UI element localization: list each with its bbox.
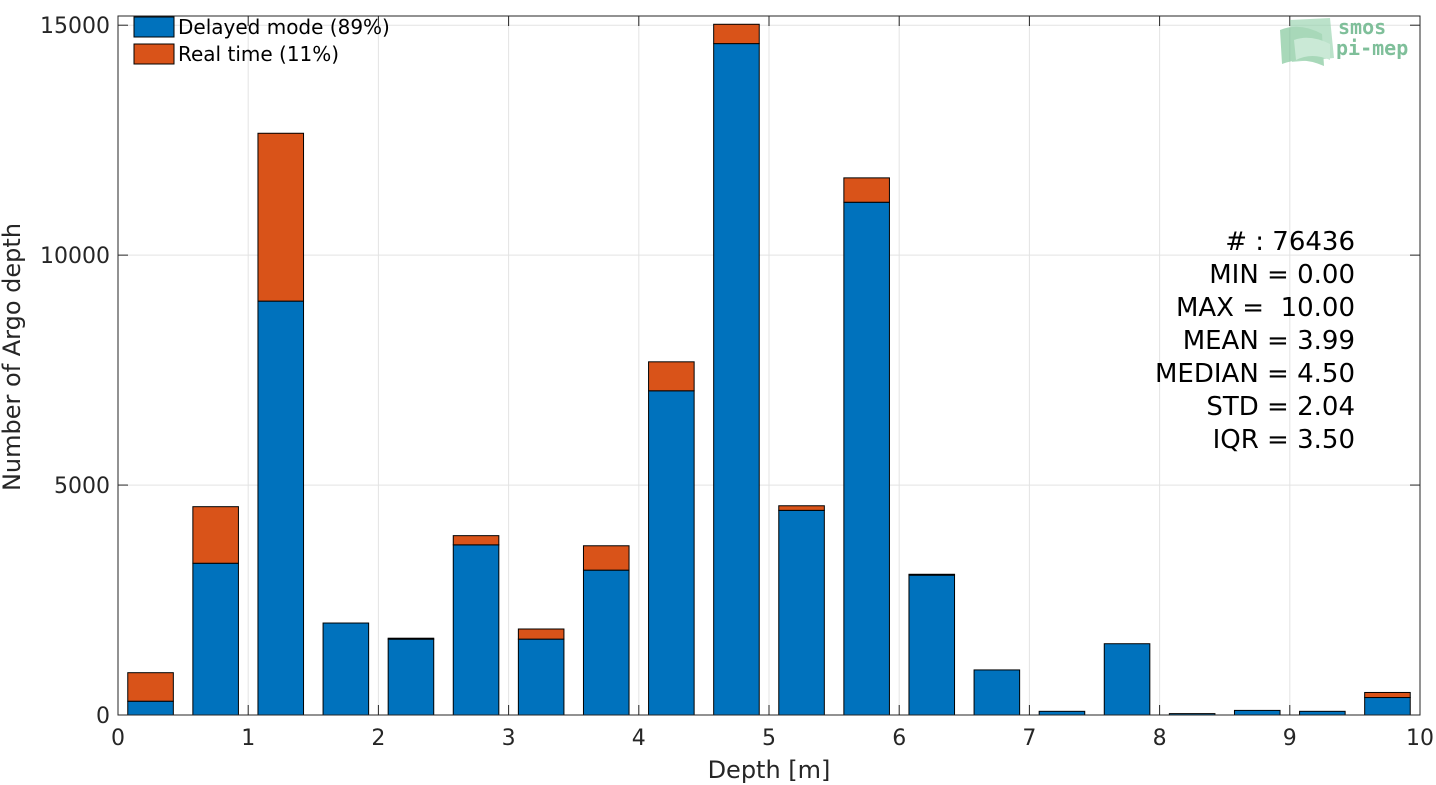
logo-text-line1: smos [1338,15,1386,39]
axis-ticks: 0 1 2 3 4 5 6 7 8 9 10 0 5000 10000 15000 [40,14,1434,751]
bar-delayed-mode [1038,710,1086,716]
bar-real-time [517,628,565,640]
y-tick-label: 10000 [40,244,110,269]
bar-delayed-mode [908,574,956,716]
statistics-annotation: # : 76436 MIN = 0.00 MAX = 10.00 MEAN = … [1155,227,1355,455]
legend-label-realtime: Real time (11%) [178,42,339,66]
bar-real-time [387,637,435,640]
bar-real-time [1364,691,1411,699]
bar-delayed-mode [648,390,695,716]
bar-real-time [648,361,695,392]
x-tick-label: 6 [892,726,906,751]
legend-label-delayed: Delayed mode (89%) [178,15,390,39]
bar-delayed-mode [192,562,239,716]
grid-lines [118,16,1420,715]
x-tick-label: 8 [1153,726,1167,751]
legend-swatch-delayed [133,16,175,38]
bar-real-time [843,177,890,203]
x-tick-label: 10 [1406,726,1434,751]
bar-delayed-mode [257,300,305,716]
stat-mean: MEAN = 3.99 [1183,326,1355,356]
stat-iqr: IQR = 3.50 [1213,425,1355,455]
bar-real-time [452,535,500,546]
legend: Delayed mode (89%) Real time (11%) [133,15,390,66]
bar-real-time [192,506,239,564]
logo-wave-icon [1280,18,1334,66]
bar-delayed-mode [387,638,435,716]
x-tick-label: 9 [1283,726,1297,751]
bar-real-time [908,573,956,576]
y-axis-label: Number of Argo depth [0,223,26,491]
bar-delayed-mode [973,669,1021,716]
bar-delayed-mode [1364,697,1411,716]
stat-min: MIN = 0.00 [1209,260,1355,290]
bar-delayed-mode [713,43,760,716]
bar-delayed-mode [843,201,890,716]
bar-real-time [778,505,825,511]
x-tick-label: 4 [632,726,646,751]
x-tick-label: 0 [111,726,125,751]
bars-group [127,23,1411,716]
smos-pimep-logo: smos pi-mep [1280,15,1408,66]
logo-text-line2: pi-mep [1336,36,1408,60]
y-tick-label: 5000 [54,474,110,499]
bar-real-time [127,672,174,702]
bar-delayed-mode [582,569,630,716]
y-tick-label: 0 [96,704,110,729]
bar-real-time [257,132,305,302]
x-tick-label: 7 [1022,726,1036,751]
x-tick-label: 5 [762,726,776,751]
bar-delayed-mode [778,509,825,716]
legend-swatch-realtime [133,43,175,65]
stat-median: MEDIAN = 4.50 [1155,359,1355,389]
x-axis-label: Depth [m] [708,756,831,784]
bar-delayed-mode [452,544,500,716]
bar-delayed-mode [1233,709,1281,716]
x-tick-label: 1 [241,726,255,751]
stat-count: # : 76436 [1225,227,1355,257]
bar-real-time [582,545,630,571]
bar-delayed-mode [1103,643,1151,716]
stat-max: MAX = 10.00 [1176,293,1355,323]
bar-delayed-mode [127,700,174,716]
bar-real-time [713,23,760,45]
bar-delayed-mode [517,638,565,716]
bar-delayed-mode [1299,710,1346,716]
x-tick-label: 3 [502,726,516,751]
bar-delayed-mode [322,622,370,716]
stat-std: STD = 2.04 [1206,392,1355,422]
y-tick-label: 15000 [40,14,110,39]
x-tick-label: 2 [371,726,385,751]
